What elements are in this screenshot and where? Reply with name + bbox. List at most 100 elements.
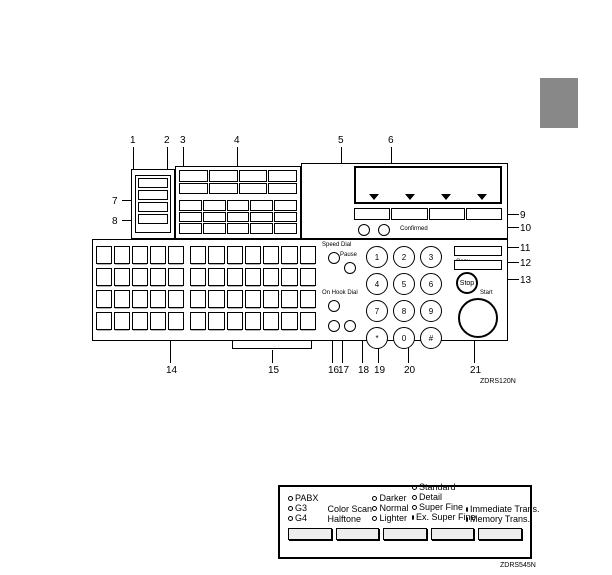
key[interactable] xyxy=(263,246,279,264)
trans-btn[interactable] xyxy=(138,202,168,212)
key[interactable] xyxy=(168,268,184,286)
mode-cell[interactable] xyxy=(250,200,273,211)
key[interactable] xyxy=(190,268,206,286)
key[interactable] xyxy=(150,246,166,264)
detail-key[interactable] xyxy=(478,528,522,540)
key[interactable] xyxy=(263,312,279,330)
key[interactable] xyxy=(263,290,279,308)
speed-dial-button[interactable] xyxy=(328,252,340,264)
key[interactable] xyxy=(281,290,297,308)
dial-9[interactable]: 9 xyxy=(420,300,442,322)
mode-cell[interactable] xyxy=(179,170,208,182)
key[interactable] xyxy=(114,268,130,286)
key[interactable] xyxy=(227,268,243,286)
key[interactable] xyxy=(190,246,206,264)
key[interactable] xyxy=(150,312,166,330)
clear-modes-btn[interactable] xyxy=(138,214,168,224)
confirmed-button[interactable] xyxy=(454,246,502,256)
dial-2[interactable]: 2 xyxy=(393,246,415,268)
softkey[interactable] xyxy=(429,208,465,220)
key[interactable] xyxy=(263,268,279,286)
mode-cell[interactable] xyxy=(274,212,297,223)
dial-hash[interactable]: # xyxy=(420,327,442,349)
key[interactable] xyxy=(281,268,297,286)
mode-cell[interactable] xyxy=(203,200,226,211)
key[interactable] xyxy=(190,312,206,330)
mode-cell[interactable] xyxy=(250,223,273,234)
detail-key[interactable] xyxy=(336,528,380,540)
softkey[interactable] xyxy=(466,208,502,220)
key[interactable] xyxy=(300,268,316,286)
mode-cell[interactable] xyxy=(179,200,202,211)
mode-cell[interactable] xyxy=(274,223,297,234)
key[interactable] xyxy=(208,268,224,286)
key[interactable] xyxy=(168,290,184,308)
mode-cell[interactable] xyxy=(227,212,250,223)
dial-0[interactable]: 0 xyxy=(393,327,415,349)
detail-key[interactable] xyxy=(431,528,475,540)
key[interactable] xyxy=(96,290,112,308)
mode-cell[interactable] xyxy=(239,183,268,195)
dial-8[interactable]: 8 xyxy=(393,300,415,322)
key[interactable] xyxy=(227,290,243,308)
flip-tab[interactable] xyxy=(232,341,312,349)
key[interactable] xyxy=(245,312,261,330)
key[interactable] xyxy=(132,312,148,330)
copy-button[interactable] xyxy=(454,260,502,270)
mode-cell[interactable] xyxy=(209,170,238,182)
dial-3[interactable]: 3 xyxy=(420,246,442,268)
key[interactable] xyxy=(190,290,206,308)
dial-7[interactable]: 7 xyxy=(366,300,388,322)
stop-button[interactable]: Stop xyxy=(456,272,478,294)
dial-5[interactable]: 5 xyxy=(393,273,415,295)
key[interactable] xyxy=(132,268,148,286)
mode-cell[interactable] xyxy=(268,183,297,195)
job-info-btn[interactable] xyxy=(138,190,168,200)
mode-cell[interactable] xyxy=(209,183,238,195)
key[interactable] xyxy=(168,246,184,264)
mode-cell[interactable] xyxy=(227,223,250,234)
key[interactable] xyxy=(96,246,112,264)
mode-cell[interactable] xyxy=(268,170,297,182)
detail-key[interactable] xyxy=(288,528,332,540)
key[interactable] xyxy=(208,312,224,330)
user-tools-btn[interactable] xyxy=(138,178,168,188)
key[interactable] xyxy=(114,290,130,308)
key[interactable] xyxy=(300,290,316,308)
softkey[interactable] xyxy=(354,208,390,220)
mode-cell[interactable] xyxy=(203,212,226,223)
dial-4[interactable]: 4 xyxy=(366,273,388,295)
start-button[interactable] xyxy=(458,298,498,338)
key[interactable] xyxy=(300,312,316,330)
mode-cell[interactable] xyxy=(203,223,226,234)
dial-star[interactable]: * xyxy=(366,327,388,349)
key[interactable] xyxy=(150,268,166,286)
softkey[interactable] xyxy=(391,208,427,220)
key[interactable] xyxy=(150,290,166,308)
clear-button[interactable] xyxy=(344,320,356,332)
mode-cell[interactable] xyxy=(250,212,273,223)
dial-1[interactable]: 1 xyxy=(366,246,388,268)
dial-6[interactable]: 6 xyxy=(420,273,442,295)
key[interactable] xyxy=(208,246,224,264)
key[interactable] xyxy=(96,312,112,330)
key[interactable] xyxy=(227,246,243,264)
mode-cell[interactable] xyxy=(239,170,268,182)
key[interactable] xyxy=(227,312,243,330)
on-hook-button[interactable] xyxy=(328,300,340,312)
key[interactable] xyxy=(114,312,130,330)
key[interactable] xyxy=(245,290,261,308)
key[interactable] xyxy=(96,268,112,286)
mode-cell[interactable] xyxy=(179,223,202,234)
mode-cell[interactable] xyxy=(274,200,297,211)
mode-cell[interactable] xyxy=(227,200,250,211)
key[interactable] xyxy=(114,246,130,264)
key[interactable] xyxy=(300,246,316,264)
key[interactable] xyxy=(245,246,261,264)
key[interactable] xyxy=(281,246,297,264)
mode-cell[interactable] xyxy=(179,212,202,223)
key[interactable] xyxy=(132,246,148,264)
mode-cell[interactable] xyxy=(179,183,208,195)
aux-button[interactable] xyxy=(328,320,340,332)
key[interactable] xyxy=(281,312,297,330)
